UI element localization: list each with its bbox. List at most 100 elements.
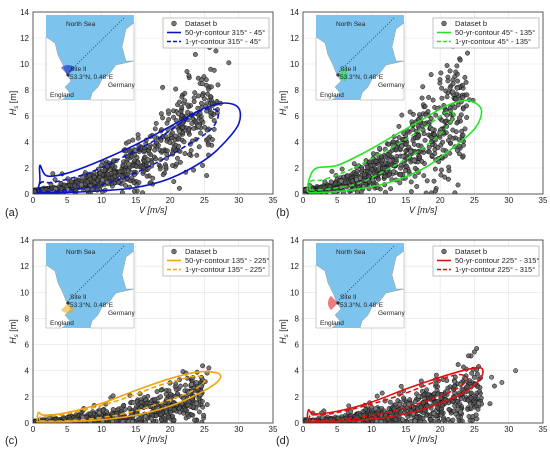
data-point [450, 127, 456, 133]
data-point [397, 180, 403, 186]
data-point [426, 94, 432, 100]
data-point [182, 90, 188, 96]
legend-entry: 50-yr-contour 315° - 45° [185, 28, 265, 37]
data-point [459, 418, 465, 423]
data-point [198, 130, 203, 136]
data-point [188, 148, 194, 153]
data-point [416, 133, 422, 139]
y-tick-label: 6 [25, 112, 30, 121]
map-sector-wedge [60, 303, 76, 314]
data-point [200, 93, 205, 98]
data-point [199, 81, 205, 87]
data-point [166, 116, 172, 122]
data-point [140, 190, 146, 194]
map-site-marker [336, 301, 340, 305]
data-point [447, 85, 453, 91]
data-point [408, 148, 414, 154]
data-point [437, 80, 443, 86]
x-tick-label: 15 [401, 196, 410, 205]
legend-entry: Dataset b [185, 247, 217, 256]
data-point [473, 412, 479, 418]
y-tick-label: 0 [295, 419, 300, 428]
panel-label: (c) [5, 435, 18, 447]
data-point [439, 167, 444, 173]
data-point [147, 145, 153, 151]
data-point [445, 78, 451, 84]
data-point [433, 188, 438, 194]
data-point [120, 419, 126, 423]
map-site-label: Site II [340, 294, 357, 301]
map-land-continent [359, 60, 405, 101]
data-point [390, 139, 396, 145]
data-point [185, 102, 191, 108]
data-point [446, 137, 451, 143]
data-point [123, 183, 128, 188]
data-point [477, 388, 482, 394]
data-point [460, 95, 466, 100]
data-point [408, 179, 414, 185]
legend-entry: 1-yr-contour 135° - 225° [185, 265, 265, 274]
data-point [171, 114, 176, 120]
data-point [398, 165, 404, 171]
data-point [199, 398, 205, 404]
data-point [153, 120, 159, 126]
data-point [455, 414, 461, 420]
data-point [410, 111, 416, 117]
data-point [454, 63, 460, 69]
x-axis-label: V [m/s] [139, 434, 168, 444]
x-tick-label: 10 [367, 425, 376, 434]
data-point [376, 162, 382, 168]
data-point [119, 189, 125, 194]
data-point [360, 409, 366, 414]
data-point [410, 126, 416, 132]
data-point [400, 417, 406, 423]
y-tick-label: 2 [25, 393, 30, 402]
data-point [126, 139, 132, 145]
x-tick-label: 20 [436, 196, 445, 205]
contour-1yr [308, 373, 469, 422]
data-point [427, 417, 433, 423]
map-land-england [315, 264, 342, 329]
x-tick-label: 35 [269, 425, 278, 434]
data-point [418, 143, 424, 149]
data-point [440, 417, 446, 423]
data-point [196, 144, 202, 150]
data-point [196, 93, 201, 99]
data-point [144, 173, 150, 179]
data-point [186, 414, 192, 419]
contour-1yr [38, 107, 220, 193]
data-point [416, 393, 422, 399]
data-point [159, 148, 165, 154]
data-point [382, 154, 388, 160]
data-point [182, 98, 188, 104]
data-point [375, 176, 381, 182]
x-tick-label: 30 [504, 196, 513, 205]
data-point [322, 179, 328, 185]
data-point [377, 145, 383, 151]
data-point [129, 419, 135, 423]
data-point [458, 409, 464, 415]
data-point [339, 166, 345, 172]
data-point [492, 383, 497, 389]
data-point [476, 400, 482, 406]
data-point [201, 74, 207, 80]
data-point [433, 372, 439, 378]
data-point [374, 393, 380, 399]
data-point [439, 85, 445, 91]
data-point [446, 406, 452, 412]
x-tick-label: 0 [31, 196, 36, 205]
data-point [455, 406, 461, 412]
data-point [196, 123, 202, 129]
data-point [420, 415, 426, 421]
data-point [450, 135, 456, 141]
data-point [454, 85, 460, 91]
data-point [211, 126, 217, 132]
y-tick-label: 4 [295, 138, 300, 147]
legend-marker-scatter [441, 20, 447, 27]
y-axis-label: Hs [m] [278, 319, 290, 344]
data-point [410, 138, 416, 144]
data-point [424, 178, 430, 184]
x-tick-label: 10 [97, 425, 106, 434]
data-point [438, 70, 444, 76]
data-point [121, 177, 127, 183]
